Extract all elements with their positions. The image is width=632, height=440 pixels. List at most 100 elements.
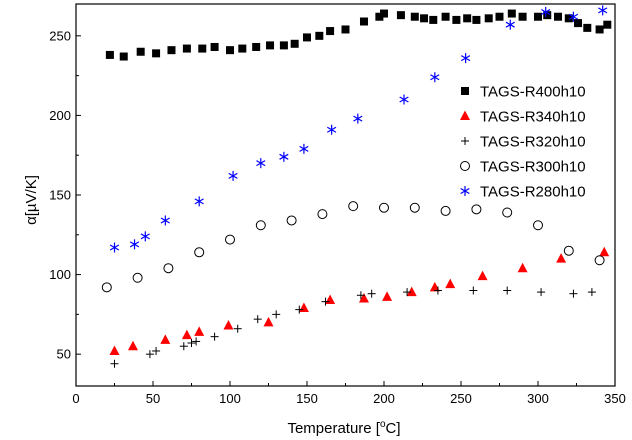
legend-marker [461, 137, 469, 145]
data-point [430, 72, 440, 83]
data-point [160, 215, 170, 226]
data-point [348, 201, 359, 212]
data-point [505, 19, 515, 30]
data-point [382, 291, 393, 301]
data-point [410, 12, 419, 21]
x-tick-label: 50 [146, 391, 160, 406]
series-tags-r340h10 [109, 246, 610, 355]
data-point [325, 294, 336, 305]
y-axis-title: α[µV/K] [23, 175, 40, 225]
data-point [472, 15, 481, 24]
data-point [541, 6, 551, 17]
series-tags-r320h10 [110, 286, 596, 368]
data-point [477, 270, 488, 281]
y-tick-label: 100 [49, 267, 71, 282]
y-tick-label: 150 [49, 188, 71, 203]
data-point [163, 263, 174, 274]
data-point [452, 15, 461, 24]
series-tags-r400h10 [105, 9, 612, 61]
data-point [603, 20, 612, 29]
data-point [210, 42, 219, 51]
data-point [152, 346, 161, 355]
data-point [429, 15, 438, 24]
legend: TAGS-R400h10 TAGS-R340h10 TAGS-R320h10 TAGS… [460, 84, 586, 201]
data-point [223, 320, 234, 330]
x-axis-title-tail: C] [386, 420, 401, 437]
data-point [136, 47, 145, 56]
data-point [252, 42, 261, 51]
data-point [502, 207, 513, 218]
data-point [440, 205, 451, 216]
data-point [160, 334, 171, 344]
legend-marker [460, 110, 470, 120]
data-point [225, 234, 235, 245]
data-point [263, 316, 274, 327]
data-point [469, 286, 478, 295]
data-point [321, 297, 330, 306]
y-tick-label: 250 [49, 28, 71, 43]
data-point [495, 12, 504, 21]
data-point [599, 246, 610, 257]
data-point [399, 94, 409, 105]
legend-marker [461, 87, 469, 95]
data-point [517, 262, 528, 273]
data-point [445, 278, 456, 289]
data-point [194, 326, 205, 336]
legend-item: TAGS-R340h10 [460, 109, 586, 126]
data-point [145, 350, 154, 359]
data-point [101, 282, 112, 293]
x-tick-label: 100 [219, 391, 241, 406]
data-point [533, 220, 543, 231]
legend-label: TAGS-R280h10 [480, 184, 586, 201]
x-tick-label: 150 [296, 391, 318, 406]
data-point [179, 342, 188, 351]
data-point [518, 12, 527, 21]
data-point [359, 17, 368, 26]
data-point [233, 324, 242, 333]
series-tags-r300h10 [101, 201, 605, 293]
data-point [409, 202, 420, 213]
data-point [564, 14, 573, 23]
data-point [326, 27, 335, 36]
data-point [341, 25, 350, 34]
data-point [460, 53, 471, 64]
data-point [569, 289, 578, 298]
legend-label: TAGS-R300h10 [480, 159, 586, 176]
data-point [429, 281, 440, 292]
legend-item: TAGS-R280h10 [460, 184, 586, 201]
data-point [119, 52, 128, 61]
data-point [534, 12, 542, 21]
data-point [403, 288, 412, 297]
data-point [358, 292, 369, 303]
data-point [192, 337, 201, 346]
data-point [598, 5, 608, 16]
data-point [303, 33, 311, 42]
data-point [238, 44, 247, 53]
x-axis-title-main: Temperature [ [287, 420, 380, 437]
data-point [286, 215, 297, 226]
data-point [353, 113, 363, 124]
data-point [503, 286, 512, 295]
series-tags-r280h10 [109, 5, 608, 253]
data-point [556, 253, 567, 263]
y-tick-label: 50 [57, 347, 71, 362]
data-point [187, 339, 196, 348]
data-point [471, 204, 482, 215]
data-point [127, 340, 138, 351]
legend-label: TAGS-R320h10 [480, 134, 586, 151]
data-point [266, 41, 275, 50]
data-point [105, 50, 114, 59]
legend-label: TAGS-R400h10 [480, 84, 586, 101]
legend-marker [460, 161, 470, 171]
x-tick-label: 300 [527, 391, 549, 406]
data-point [543, 11, 552, 20]
legend-marker [460, 186, 470, 196]
data-point [380, 9, 388, 18]
data-point [587, 288, 596, 297]
x-tick-label: 0 [72, 391, 79, 406]
data-point [272, 310, 281, 319]
data-point [109, 345, 120, 355]
legend-item: TAGS-R300h10 [460, 159, 586, 176]
data-point [182, 44, 191, 53]
